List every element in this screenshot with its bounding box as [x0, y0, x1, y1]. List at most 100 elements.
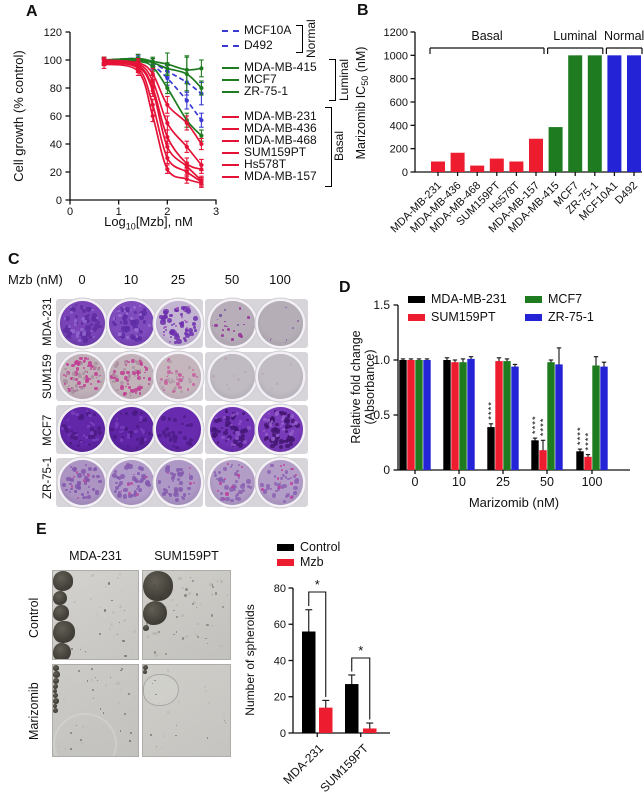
- colony-dot: [222, 328, 225, 331]
- colony-dot: [131, 476, 136, 481]
- colony-dot: [166, 373, 170, 376]
- colony-dot: [75, 433, 78, 437]
- colony-dot: [270, 420, 274, 423]
- colony-dot: [70, 387, 73, 390]
- colony-dot: [69, 376, 73, 380]
- spheroid-blob: [53, 665, 59, 671]
- colony-dot: [133, 388, 138, 393]
- legend-item-zr-75-1: ZR-75-1: [525, 310, 594, 324]
- colony-dot: [248, 486, 252, 489]
- colony-dot: [124, 385, 127, 388]
- colony-dot: [184, 338, 188, 342]
- colony-dot: [223, 430, 228, 436]
- colony-dot: [223, 477, 226, 480]
- debris-speck: [210, 593, 214, 596]
- colony-dot: [72, 466, 77, 472]
- colony-dot: [143, 438, 148, 442]
- data-point-MDA-MB-157: [136, 60, 141, 65]
- debris-speck: [131, 653, 133, 656]
- tick-label: 120: [44, 27, 62, 39]
- colony-dot: [84, 435, 88, 439]
- colony-dot: [140, 467, 145, 472]
- colony-dot: [284, 423, 291, 430]
- debris-speck: [90, 668, 93, 670]
- colony-dot: [139, 385, 144, 390]
- colony-dot: [87, 473, 91, 477]
- colony-dot: [148, 431, 152, 435]
- dose-label-10: 10: [123, 272, 139, 287]
- colony-dot: [297, 320, 299, 322]
- colony-dot: [275, 382, 279, 385]
- colony-dot: [119, 381, 124, 386]
- colony-dot: [85, 477, 90, 483]
- colony-dot: [214, 416, 218, 420]
- debris-speck: [68, 678, 71, 681]
- colony-dot: [241, 434, 245, 438]
- colony-dot: [238, 490, 243, 495]
- colony-dot: [183, 319, 186, 322]
- colony-dot: [94, 489, 100, 495]
- colony-dot: [238, 441, 242, 445]
- colony-dot: [173, 487, 178, 492]
- x-title-prefix: Log: [104, 214, 126, 229]
- colony-dot: [247, 426, 251, 430]
- data-point-MDA-MB-231: [165, 144, 170, 149]
- bar-MDA-MB-157: [529, 138, 543, 172]
- data-point-D492: [199, 118, 204, 123]
- colony-dot: [270, 487, 273, 491]
- row-label-control: Control: [27, 597, 41, 639]
- tick-label: 400: [390, 120, 408, 132]
- colony-dot: [166, 432, 172, 437]
- data-point-MCF7: [184, 71, 189, 77]
- colony-dot: [165, 464, 170, 469]
- category-label: 50: [540, 475, 554, 489]
- bar-SUM159PT: [489, 158, 504, 172]
- legend-group-bracket-basal: [325, 107, 332, 187]
- legend-label: MDA-MB-157: [244, 169, 317, 183]
- colony-dot: [70, 311, 73, 314]
- debris-speck: [199, 603, 202, 606]
- colony-dot: [234, 471, 239, 477]
- colony-dot: [63, 317, 67, 320]
- colony-dot: [163, 327, 166, 330]
- colony-dot: [137, 335, 143, 341]
- colony-dot: [136, 373, 140, 376]
- debris-speck: [214, 591, 218, 595]
- colony-dot: [82, 386, 85, 389]
- debris-speck: [117, 634, 119, 636]
- legend-label: ZR-75-1: [244, 84, 289, 98]
- colony-dot: [88, 467, 93, 472]
- colony-dot: [91, 317, 97, 322]
- colony-dot: [64, 488, 68, 492]
- debris-speck: [181, 613, 185, 617]
- bar-SUM159PT-100: [584, 456, 592, 470]
- colony-dot: [230, 463, 234, 466]
- debris-speck: [196, 622, 199, 626]
- colony-dot: [141, 474, 146, 479]
- colony-dot: [64, 427, 70, 433]
- colony-dot: [79, 386, 83, 390]
- colony-dot: [192, 368, 194, 371]
- colony-dot: [136, 333, 140, 337]
- colony-dot: [290, 437, 295, 443]
- colony-dot: [286, 493, 290, 498]
- bar-MDA-MB-468: [470, 165, 485, 172]
- debris-speck: [217, 580, 219, 582]
- colony-dot: [132, 305, 136, 309]
- tick-label: 20: [274, 692, 286, 704]
- data-point-Hs578T: [184, 144, 189, 149]
- colony-well-mda-231-25: [155, 301, 201, 346]
- legend-item-sum159pt: SUM159PT: [408, 310, 496, 324]
- colony-dot: [68, 425, 71, 429]
- debris-ring: [53, 713, 117, 756]
- colony-dot: [86, 494, 92, 499]
- colony-dot: [96, 437, 100, 441]
- debris-speck: [190, 576, 192, 578]
- tick-label: 20: [50, 167, 62, 179]
- debris-speck: [212, 586, 214, 588]
- significance-star: *: [315, 577, 320, 592]
- colony-dot: [285, 443, 290, 449]
- colony-dot: [134, 490, 137, 493]
- colony-dot: [179, 488, 183, 492]
- tick-label: 0: [280, 728, 286, 740]
